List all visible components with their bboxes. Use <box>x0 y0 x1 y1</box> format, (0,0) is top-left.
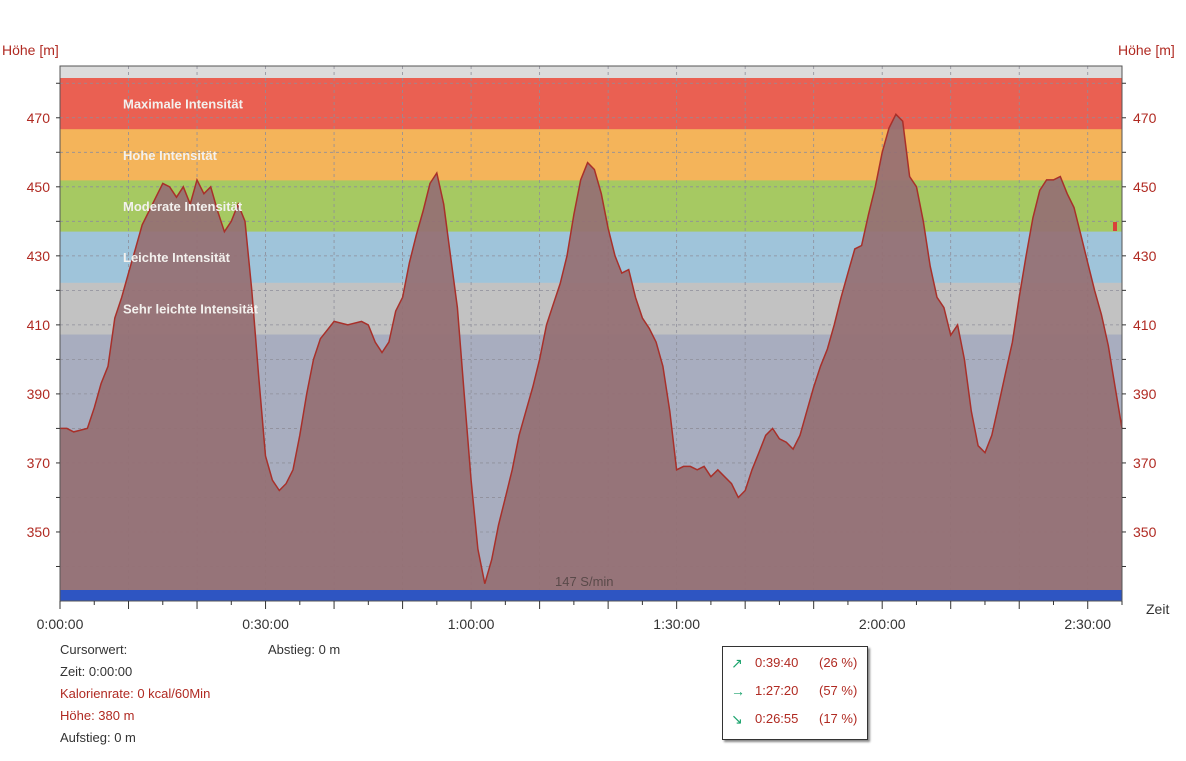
x-tick-label: 1:00:00 <box>448 616 495 632</box>
descent-arrow-icon: ↘ <box>731 711 743 727</box>
flat-arrow-icon: → <box>731 683 745 699</box>
y-tick-label-right: 390 <box>1133 386 1157 402</box>
x-tick-label: 0:00:00 <box>37 616 84 632</box>
summary-row-descent: ↘ 0:26:55 (17 %) <box>723 711 867 733</box>
zone-label: Moderate Intensität <box>123 199 243 214</box>
y-tick-label-right: 350 <box>1133 524 1157 540</box>
summary-percent: (17 %) <box>819 711 858 726</box>
zone-band <box>60 78 1122 130</box>
cursor-calorie-rate: Kalorienrate: 0 kcal/60Min <box>60 686 211 701</box>
summary-time: 0:39:40 <box>755 655 799 670</box>
summary-time: 0:26:55 <box>755 711 799 726</box>
plot-frame <box>59 65 1123 602</box>
zone-label: Leichte Intensität <box>123 250 231 265</box>
x-tick-label: 2:30:00 <box>1064 616 1111 632</box>
cadence-bar-fill <box>60 590 1122 601</box>
y-tick-label-left: 410 <box>27 317 51 333</box>
end-marker-flag <box>1113 222 1117 231</box>
cursor-descent: Abstieg: 0 m <box>268 642 341 657</box>
cursor-height: Höhe: 380 m <box>60 708 135 723</box>
summary-row-ascent: ↗ 0:39:40 (26 %) <box>723 655 867 677</box>
summary-percent: (57 %) <box>819 683 858 698</box>
zone-label: Maximale Intensität <box>123 97 244 112</box>
y-tick-label-right: 430 <box>1133 248 1157 264</box>
x-axis-label: Zeit <box>1146 601 1169 617</box>
y-tick-label-left: 450 <box>27 179 51 195</box>
y-tick-label-left: 370 <box>27 455 51 471</box>
y-tick-label-left: 390 <box>27 386 51 402</box>
zone-labels: Maximale Intensität Hohe Intensität Modera… <box>123 97 259 317</box>
summary-time: 1:27:20 <box>755 683 799 698</box>
y-tick-label-left: 470 <box>27 110 51 126</box>
y-tick-label-left: 430 <box>27 248 51 264</box>
ascent-arrow-icon: ↗ <box>731 655 743 671</box>
elevation-line <box>60 113 1123 584</box>
tick-labels: 350 350 370 370 390 390 410 410 430 430 450 450 470 4… <box>27 110 1157 632</box>
y-tick-label-right: 470 <box>1133 110 1157 126</box>
y-tick-label-left: 350 <box>27 524 51 540</box>
y-tick-label-right: 450 <box>1133 179 1157 195</box>
y-axis-label-left: Höhe [m] <box>2 42 59 58</box>
x-tick-label: 0:30:00 <box>242 616 289 632</box>
cursor-time: Zeit: 0:00:00 <box>60 664 133 679</box>
cursor-ascent: Aufstieg: 0 m <box>60 730 136 745</box>
zone-label: Sehr leichte Intensität <box>123 301 259 316</box>
x-tick-label: 1:30:00 <box>653 616 700 632</box>
cadence-label: 147 S/min <box>555 574 614 589</box>
elevation-area <box>60 114 1122 591</box>
zone-label: Hohe Intensität <box>123 148 218 163</box>
elevation-chart[interactable]: Maximale Intensität Hohe Intensität Modera… <box>0 0 1186 640</box>
y-axis-label-right: Höhe [m] <box>1118 42 1175 58</box>
summary-percent: (26 %) <box>819 655 858 670</box>
cursor-title: Cursorwert: <box>60 642 128 657</box>
gradient-summary-box: ↗ 0:39:40 (26 %) → 1:27:20 (57 %) ↘ 0:26… <box>722 646 868 740</box>
axes <box>56 65 1126 609</box>
plot-top-strip <box>60 66 1122 78</box>
x-tick-label: 2:00:00 <box>859 616 906 632</box>
y-tick-label-right: 410 <box>1133 317 1157 333</box>
y-tick-label-right: 370 <box>1133 455 1157 471</box>
summary-row-flat: → 1:27:20 (57 %) <box>723 683 867 705</box>
